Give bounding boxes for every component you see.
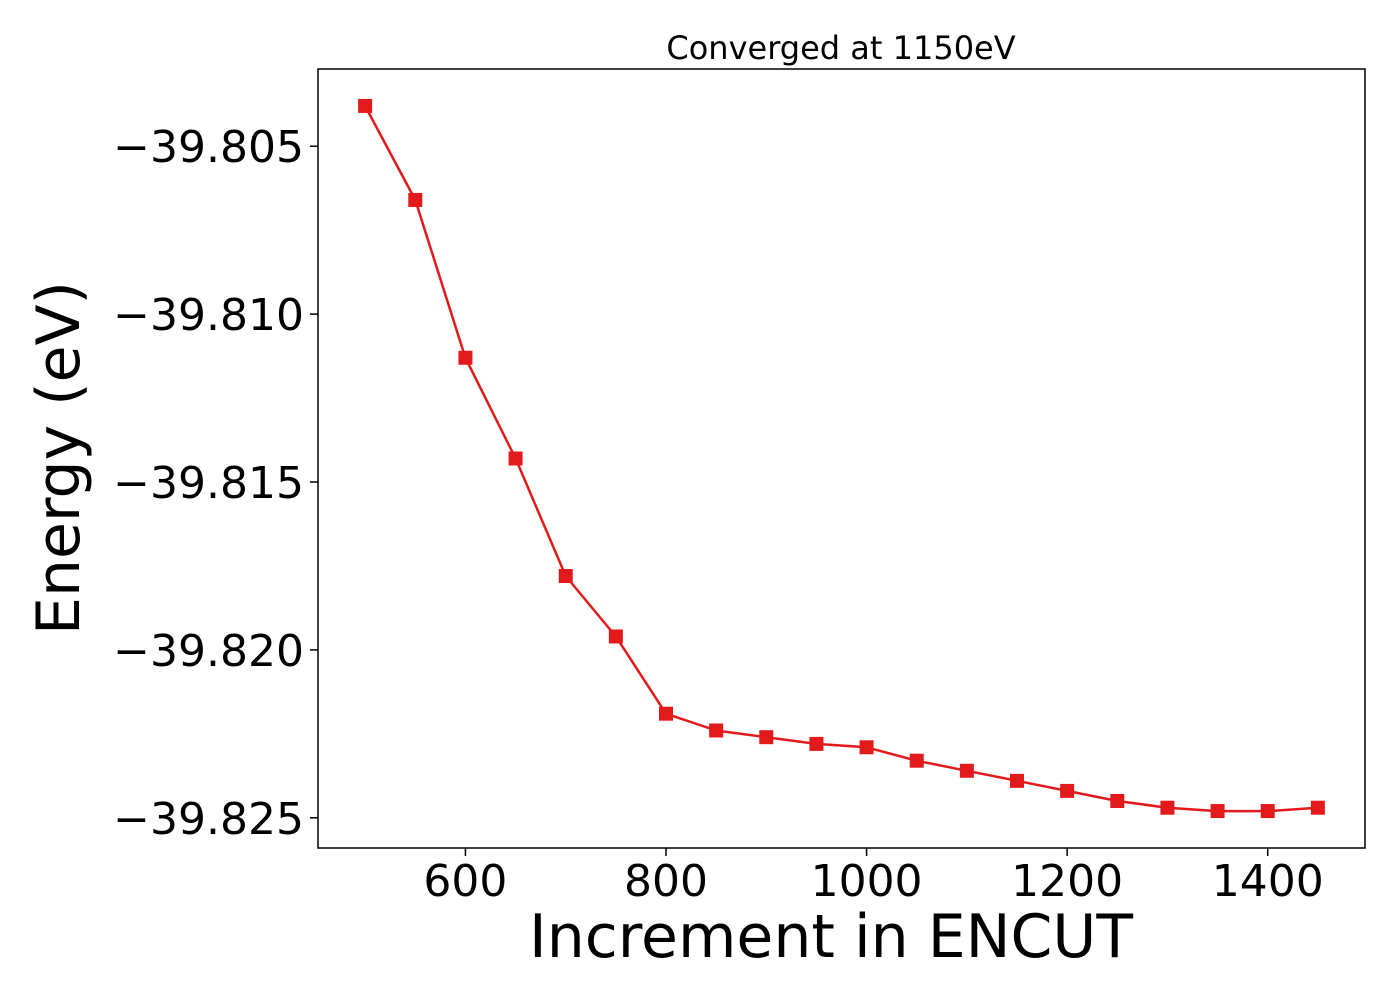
data-point-marker [1110,793,1125,808]
x-axis-ticks: 600 800 1000 1200 1400 [423,848,1324,907]
data-point-marker [1260,804,1275,819]
data-point-marker [809,736,824,751]
data-point-marker [458,350,473,365]
data-point-marker [859,740,874,755]
data-point-marker [909,753,924,768]
data-point-marker [1060,783,1075,798]
data-point-marker [658,706,673,721]
plot-area-frame [317,68,1366,849]
data-point-marker [408,192,423,207]
data-point-marker [558,569,573,584]
data-point-marker [709,723,724,738]
x-tick-label: 1000 [811,856,923,907]
data-point-marker [1210,804,1225,819]
y-tick-label: −39.825 [113,794,304,845]
y-axis-ticks: −39.805 −39.810 −39.815 −39.820 −39.825 [113,122,318,845]
x-tick-label: 800 [624,856,708,907]
x-tick-label: 600 [423,856,507,907]
data-point-marker [959,763,974,778]
y-axis-title: Energy (eV) [24,281,94,635]
data-point-marker [608,629,623,644]
x-tick-label: 1400 [1212,856,1324,907]
y-tick-label: −39.805 [113,122,304,173]
y-tick-label: −39.820 [113,626,304,677]
data-point-marker [508,451,523,466]
series-line [363,105,1318,813]
x-axis-title: Increment in ENCUT [529,902,1133,972]
y-tick-label: −39.815 [113,458,304,509]
series-layer [358,98,1325,819]
chart-title: Converged at 1150eV [666,29,1015,67]
data-point-marker [1310,800,1325,815]
data-point-marker [358,98,373,113]
x-tick-label: 1200 [1011,856,1123,907]
y-tick-label: −39.810 [113,290,304,341]
data-point-marker [759,730,774,745]
data-point-marker [1160,800,1175,815]
data-point-marker [1010,773,1025,788]
